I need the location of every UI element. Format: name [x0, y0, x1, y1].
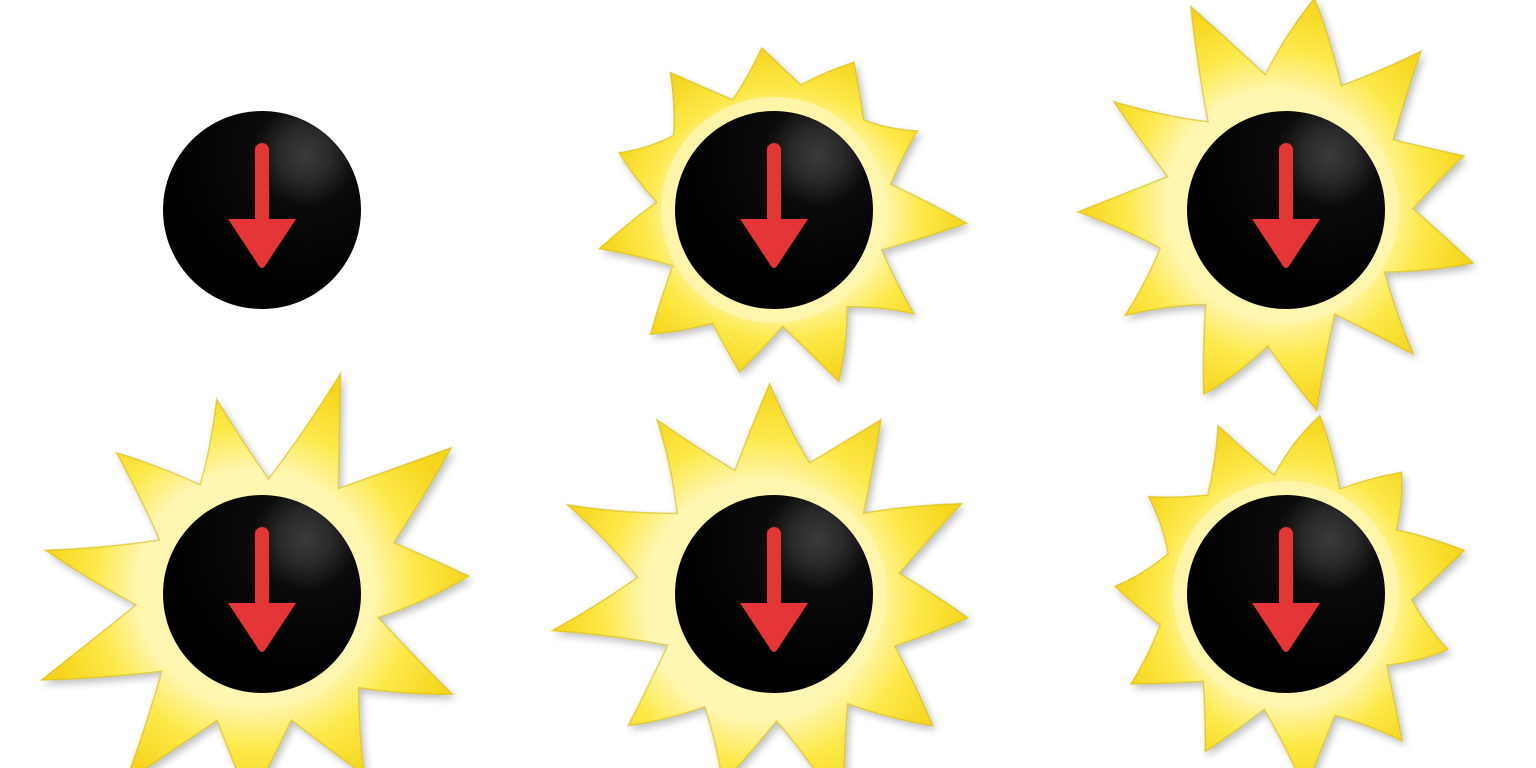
- down-arrow-icon: [1252, 143, 1320, 268]
- sprite-frame-6: [1113, 414, 1466, 768]
- sprite-frame-3: [1075, 0, 1475, 413]
- sprite-frame-5: [549, 381, 970, 768]
- down-arrow-icon: [1252, 527, 1320, 652]
- down-arrow-icon: [228, 143, 296, 268]
- down-arrow-icon: [740, 527, 808, 652]
- sprite-frame-2: [597, 46, 969, 383]
- sprite-frame-1: [163, 111, 361, 309]
- sprite-frame-4: [39, 370, 471, 768]
- down-arrow-icon: [228, 527, 296, 652]
- down-arrow-icon: [740, 143, 808, 268]
